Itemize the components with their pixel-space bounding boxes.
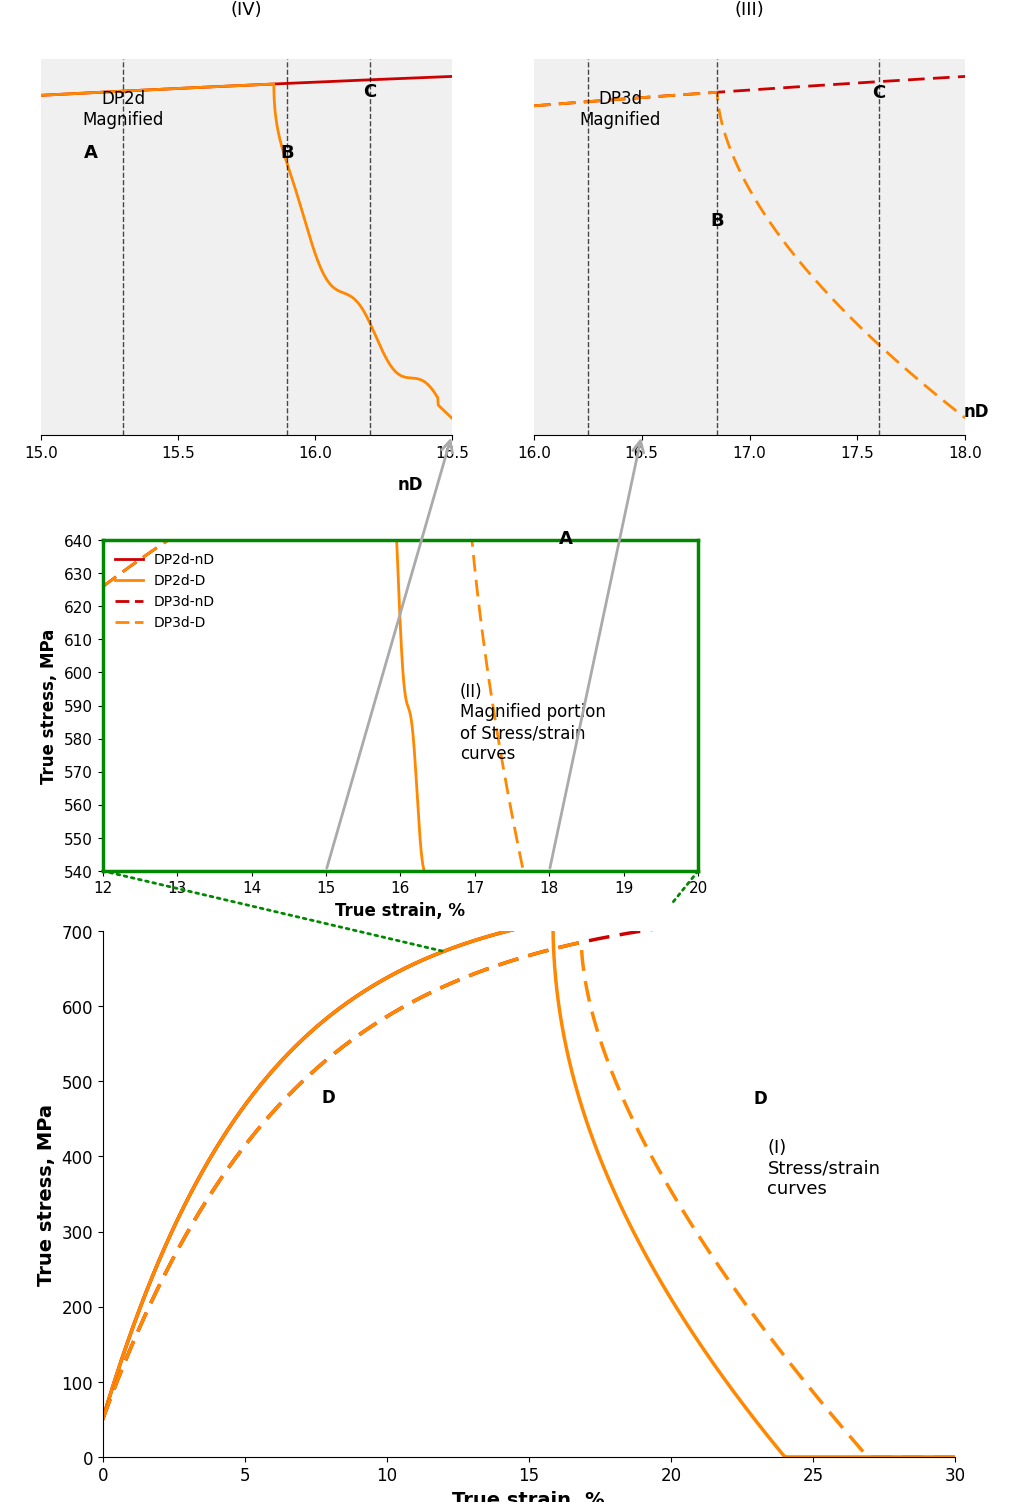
DP2d-nD <box>96 424 109 442</box>
DP3d-D <box>194 1202 206 1220</box>
X-axis label: True strain, %: True strain, % <box>452 1490 604 1502</box>
Line: DP3d-nD: DP3d-nD <box>103 907 954 1418</box>
DP2d-nD <box>839 886 852 904</box>
DP2d-D <box>386 437 398 455</box>
DP2d-D <box>779 1448 791 1466</box>
DP2d-D <box>932 1448 944 1466</box>
DP3d-nD <box>674 318 686 336</box>
Text: DP3d
Magnified: DP3d Magnified <box>579 90 661 129</box>
Text: nD: nD <box>962 403 988 421</box>
DP3d-nD <box>460 969 472 987</box>
DP3d-D <box>457 383 469 401</box>
Y-axis label: True stress, MPa: True stress, MPa <box>37 1102 55 1286</box>
DP2d-D <box>840 1448 853 1466</box>
Text: A: A <box>83 144 97 162</box>
DP3d-D <box>575 934 587 952</box>
Text: (I)
Stress/strain
curves: (I) Stress/strain curves <box>766 1139 879 1197</box>
Text: D: D <box>321 1089 336 1107</box>
DP3d-D <box>386 412 398 430</box>
DP2d-nD <box>127 404 140 422</box>
DP3d-D <box>460 969 472 987</box>
Legend: DP2d-nD, DP2d-D, DP3d-nD, DP3d-D: DP2d-nD, DP2d-D, DP3d-nD, DP3d-D <box>110 548 221 635</box>
Text: B: B <box>710 212 723 230</box>
DP3d-nD <box>127 556 140 574</box>
DP3d-D <box>840 1424 853 1442</box>
DP3d-D <box>96 1409 109 1427</box>
Line: DP2d-D: DP2d-D <box>103 921 954 1457</box>
DP2d-D <box>127 404 140 422</box>
Text: DP2d
Magnified: DP2d Magnified <box>82 90 164 129</box>
Text: D: D <box>753 1089 766 1107</box>
X-axis label: True strain, %: True strain, % <box>336 901 465 919</box>
DP2d-D <box>194 1167 206 1185</box>
Line: DP3d-nD: DP3d-nD <box>103 324 698 587</box>
DP3d-D <box>674 1425 686 1443</box>
Text: C: C <box>363 83 376 101</box>
DP2d-nD <box>96 1409 109 1427</box>
DP2d-nD <box>674 221 686 239</box>
DP3d-D <box>948 1448 960 1466</box>
DP2d-D <box>96 424 109 442</box>
Text: (IV): (IV) <box>231 2 262 20</box>
DP2d-nD <box>386 288 398 306</box>
Line: DP3d-D: DP3d-D <box>103 392 698 1484</box>
DP3d-D <box>370 419 383 437</box>
DP3d-D <box>692 1475 704 1493</box>
DP2d-nD <box>194 1167 206 1185</box>
DP2d-D <box>547 912 559 930</box>
DP3d-nD <box>386 412 398 430</box>
DP2d-D <box>423 948 435 966</box>
DP3d-nD <box>96 578 109 596</box>
DP3d-D <box>861 1448 873 1466</box>
DP2d-D <box>460 934 472 952</box>
DP2d-nD <box>948 885 960 903</box>
Text: (II)
Magnified portion
of Stress/strain
curves: (II) Magnified portion of Stress/strain … <box>460 682 605 763</box>
Text: nD: nD <box>398 476 423 494</box>
Text: A: A <box>559 530 573 548</box>
DP2d-nD <box>244 1089 256 1107</box>
DP3d-nD <box>370 419 383 437</box>
DP3d-nD <box>194 1202 206 1220</box>
DP2d-nD <box>460 934 472 952</box>
DP3d-D <box>127 556 140 574</box>
DP3d-D <box>932 1448 944 1466</box>
DP3d-nD <box>244 1130 256 1148</box>
DP3d-D <box>423 984 435 1002</box>
DP2d-D <box>370 293 383 311</box>
DP2d-nD <box>370 293 383 311</box>
DP3d-nD <box>96 1409 109 1427</box>
Text: B: B <box>280 144 294 162</box>
DP3d-nD <box>423 984 435 1002</box>
DP3d-nD <box>948 898 960 916</box>
DP2d-nD <box>674 221 686 239</box>
DP2d-nD <box>932 885 944 903</box>
DP2d-D <box>244 1089 256 1107</box>
DP2d-nD <box>423 948 435 966</box>
DP3d-D <box>565 1066 578 1084</box>
DP3d-nD <box>839 903 852 921</box>
Line: DP2d-D: DP2d-D <box>103 299 698 1502</box>
DP2d-nD <box>692 219 704 237</box>
Line: DP2d-nD: DP2d-nD <box>103 894 954 1418</box>
Line: DP2d-nD: DP2d-nD <box>103 228 698 433</box>
DP2d-D <box>383 290 395 308</box>
Text: C: C <box>872 84 884 102</box>
DP3d-nD <box>692 315 704 333</box>
DP2d-D <box>948 1448 960 1466</box>
Y-axis label: True stress, MPa: True stress, MPa <box>40 628 58 784</box>
DP3d-D <box>674 1425 686 1443</box>
DP2d-D <box>96 1409 109 1427</box>
DP2d-nD <box>565 242 578 260</box>
DP3d-D <box>96 578 109 596</box>
DP3d-nD <box>565 348 578 366</box>
DP3d-nD <box>932 898 944 916</box>
Text: (III): (III) <box>735 2 763 20</box>
DP3d-D <box>244 1130 256 1148</box>
DP3d-nD <box>674 318 686 336</box>
Line: DP3d-D: DP3d-D <box>103 943 954 1457</box>
